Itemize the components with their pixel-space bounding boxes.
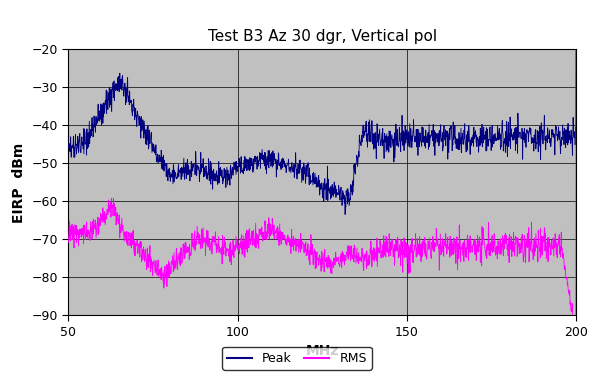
Legend: Peak, RMS: Peak, RMS	[222, 347, 372, 370]
Title: Test B3 Az 30 dgr, Vertical pol: Test B3 Az 30 dgr, Vertical pol	[208, 29, 437, 44]
Y-axis label: EIRP  dBm: EIRP dBm	[12, 142, 26, 223]
X-axis label: MHz: MHz	[305, 344, 339, 358]
